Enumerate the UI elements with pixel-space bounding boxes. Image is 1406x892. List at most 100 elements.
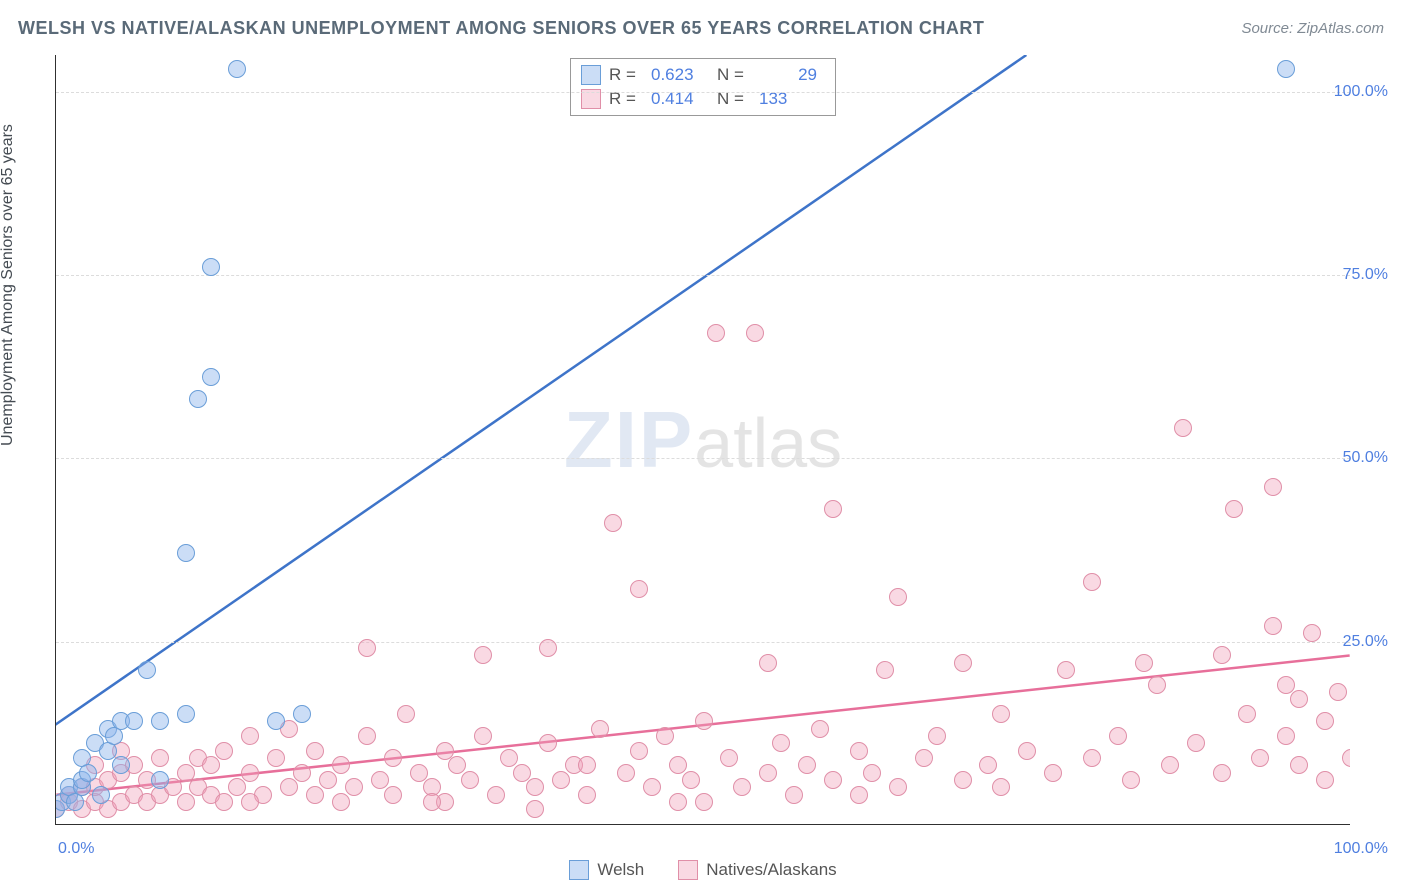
data-point [151,749,169,767]
data-point [682,771,700,789]
data-point [177,705,195,723]
data-point [215,742,233,760]
data-point [1083,573,1101,591]
data-point [1044,764,1062,782]
data-point [358,727,376,745]
chart-container: WELSH VS NATIVE/ALASKAN UNEMPLOYMENT AMO… [0,0,1406,892]
legend-row-welsh: R = 0.623 N = 29 [581,63,825,87]
data-point [487,786,505,804]
watermark-atlas: atlas [694,403,842,483]
data-point [630,742,648,760]
y-tick-label: 100.0% [1334,83,1388,101]
data-point [1303,624,1321,642]
data-point [1264,478,1282,496]
data-point [397,705,415,723]
data-point [125,712,143,730]
data-point [293,705,311,723]
data-point [1187,734,1205,752]
data-point [358,639,376,657]
legend-label-natives: Natives/Alaskans [706,860,836,880]
welsh-n-value: 29 [759,63,817,87]
data-point [785,786,803,804]
x-axis-max-label: 100.0% [1334,840,1388,858]
data-point [759,654,777,672]
data-point [889,778,907,796]
data-point [992,705,1010,723]
data-point [1122,771,1140,789]
data-point [319,771,337,789]
data-point [1277,727,1295,745]
data-point [215,793,233,811]
gridline [56,92,1350,93]
r-label: R = [609,63,643,87]
y-tick-label: 75.0% [1343,266,1388,284]
data-point [280,778,298,796]
data-point [293,764,311,782]
data-point [1290,690,1308,708]
data-point [202,756,220,774]
natives-r-value: 0.414 [651,87,709,111]
data-point [552,771,570,789]
data-point [1290,756,1308,774]
data-point [1161,756,1179,774]
welsh-r-value: 0.623 [651,63,709,87]
chart-title: WELSH VS NATIVE/ALASKAN UNEMPLOYMENT AMO… [18,18,984,39]
data-point [177,793,195,811]
legend-item-natives: Natives/Alaskans [678,860,836,880]
data-point [228,778,246,796]
data-point [1316,771,1334,789]
data-point [578,786,596,804]
data-point [992,778,1010,796]
data-point [1264,617,1282,635]
data-point [151,712,169,730]
data-point [345,778,363,796]
data-point [105,727,123,745]
data-point [1277,676,1295,694]
y-tick-label: 25.0% [1343,633,1388,651]
data-point [850,786,868,804]
legend-item-welsh: Welsh [569,860,644,880]
gridline [56,275,1350,276]
data-point [202,368,220,386]
n-label: N = [717,63,751,87]
welsh-swatch-icon [569,860,589,880]
data-point [889,588,907,606]
data-point [746,324,764,342]
data-point [474,646,492,664]
data-point [1148,676,1166,694]
data-point [1213,646,1231,664]
gridline [56,458,1350,459]
legend-label-welsh: Welsh [597,860,644,880]
data-point [241,764,259,782]
y-tick-label: 50.0% [1343,449,1388,467]
data-point [824,771,842,789]
data-point [228,60,246,78]
data-point [526,800,544,818]
data-point [695,712,713,730]
n-label: N = [717,87,751,111]
data-point [92,786,110,804]
data-point [863,764,881,782]
data-point [1213,764,1231,782]
data-point [513,764,531,782]
data-point [578,756,596,774]
data-point [384,749,402,767]
data-point [1109,727,1127,745]
watermark-zip: ZIP [564,394,694,486]
x-axis-min-label: 0.0% [58,840,94,858]
data-point [1251,749,1269,767]
data-point [306,742,324,760]
data-point [423,793,441,811]
data-point [707,324,725,342]
data-point [1316,712,1334,730]
data-point [772,734,790,752]
data-point [1057,661,1075,679]
natives-swatch-icon [678,860,698,880]
data-point [876,661,894,679]
legend-row-natives: R = 0.414 N =133 [581,87,825,111]
data-point [79,764,97,782]
data-point [928,727,946,745]
source-attribution: Source: ZipAtlas.com [1241,20,1384,37]
data-point [138,661,156,679]
data-point [177,764,195,782]
